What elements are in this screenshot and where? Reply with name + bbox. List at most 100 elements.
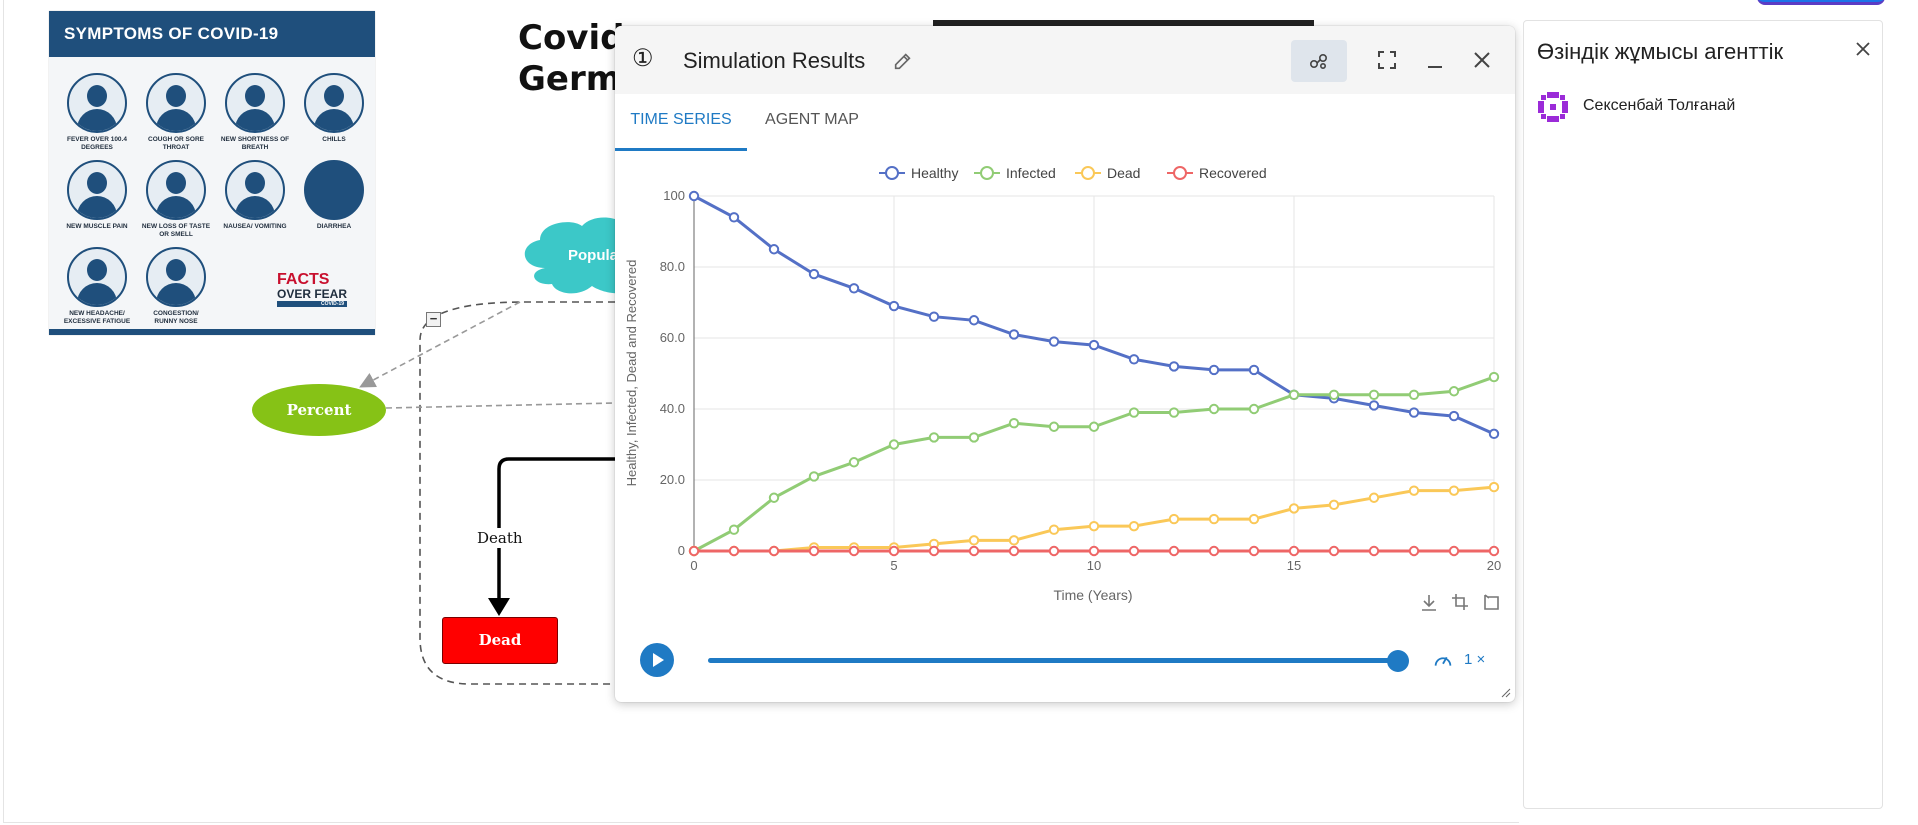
data-point-infected — [1248, 403, 1260, 415]
collapse-icon[interactable]: − — [426, 312, 441, 327]
death-flow-arrowhead — [488, 598, 510, 616]
symptom-label: FEVER OVER 100.4 DEGREES — [67, 136, 127, 151]
data-point-dead — [1408, 485, 1420, 496]
agent-side-panel: Өзіндік жұмысы агенттік Сексенбай Толған… — [1523, 20, 1883, 809]
symptom-label: NEW SHORTNESS OF BREATH — [220, 136, 290, 151]
chart-toolbox — [1422, 594, 1499, 611]
minimize-icon[interactable] — [1423, 48, 1447, 72]
share-nodes-icon — [1309, 54, 1328, 70]
data-point-healthy — [1208, 364, 1220, 376]
data-point-infected — [888, 439, 900, 450]
symptom-illustration-icon — [67, 73, 127, 133]
legend-item-recovered[interactable]: Recovered — [1167, 165, 1267, 181]
logo-over-fear: OVER FEAR — [277, 287, 348, 301]
symptom-label: NEW MUSCLE PAIN — [66, 223, 128, 230]
symptom-illustration-icon — [304, 73, 364, 133]
chart-x-tick-label: 15 — [1287, 558, 1301, 573]
model-canvas — [3, 0, 1519, 823]
legend-label-infected: Infected — [1006, 165, 1056, 181]
legend-label-healthy: Healthy — [911, 165, 958, 181]
data-point-healthy — [848, 283, 860, 294]
chart-legend[interactable]: Healthy Infected Dead Recovered — [879, 165, 1267, 181]
symptom-item: NEW MUSCLE PAIN — [62, 160, 132, 231]
zoom-crop-icon[interactable] — [1452, 594, 1468, 610]
symptom-label: NEW LOSS OF TASTE OR SMELL — [141, 223, 211, 238]
resize-handle-icon[interactable] — [1501, 688, 1511, 698]
data-point-healthy — [1368, 400, 1380, 411]
symptom-label: NEW HEADACHE/ EXCESSIVE FATIGUE — [63, 310, 131, 325]
top-action-button[interactable] — [1757, 0, 1885, 5]
play-button[interactable] — [640, 643, 674, 677]
legend-item-infected[interactable]: Infected — [974, 165, 1056, 181]
legend-item-healthy[interactable]: Healthy — [879, 165, 958, 181]
dead-stock-node[interactable]: Dead — [442, 617, 558, 664]
symptom-item: FEVER OVER 100.4 DEGREES — [62, 73, 132, 152]
data-point-recovered — [1408, 545, 1420, 557]
share-button[interactable] — [1291, 40, 1347, 82]
data-point-infected — [1128, 407, 1140, 418]
model-title-line-1: Covid — [518, 18, 625, 58]
symptom-item: NAUSEA/ VOMITING — [220, 160, 290, 231]
data-point-healthy — [688, 190, 700, 202]
symptom-label: CONGESTION/ RUNNY NOSE — [153, 310, 199, 325]
data-point-healthy — [1408, 407, 1420, 418]
fullscreen-icon[interactable] — [1375, 48, 1399, 72]
data-point-dead — [1208, 513, 1220, 525]
data-point-infected — [968, 432, 980, 443]
data-point-dead — [1328, 499, 1340, 511]
edit-pencil-icon[interactable] — [892, 50, 914, 72]
symptoms-poster-image[interactable]: SYMPTOMS OF COVID-19 FEVER OVER 100.4 DE… — [49, 11, 375, 335]
data-point-infected — [728, 524, 740, 535]
data-point-dead — [1248, 513, 1260, 525]
side-panel-close-icon[interactable] — [1851, 37, 1875, 61]
data-point-recovered — [1368, 545, 1380, 557]
population-to-percent-link — [359, 301, 521, 388]
data-point-infected — [928, 432, 940, 443]
time-series-chart[interactable]: 0 20.0 40.0 60.0 80.0 100 0 5 10 15 20 Healthy Infe… — [615, 26, 1515, 626]
data-point-healthy — [1168, 361, 1180, 372]
time-slider[interactable] — [708, 650, 1409, 672]
data-point-infected — [1368, 389, 1380, 400]
data-point-healthy — [768, 244, 780, 255]
symptom-label: DIARRHEA — [316, 223, 352, 230]
death-flow-label[interactable]: Death — [474, 528, 526, 548]
data-point-healthy — [728, 212, 740, 223]
symptom-item: CHILLS — [299, 73, 369, 144]
chart-y-tick-label: 40.0 — [660, 401, 685, 416]
chart-x-tick-label: 5 — [890, 558, 897, 573]
legend-item-dead[interactable]: Dead — [1075, 165, 1140, 181]
legend-marker-infected — [980, 166, 994, 180]
population-cloud[interactable] — [524, 217, 630, 294]
chart-y-tick-label: 80.0 — [660, 259, 685, 274]
speed-gauge-icon[interactable] — [1432, 650, 1454, 672]
chart-y-tick-label: 100 — [663, 188, 685, 203]
close-icon[interactable] — [1470, 48, 1494, 72]
data-point-recovered — [728, 545, 740, 557]
simulation-results-window: ① Simulation Results TIME SERIES AGENT M… — [615, 26, 1515, 702]
data-point-infected — [1328, 389, 1340, 400]
data-point-dead — [1448, 485, 1460, 496]
tab-agent-map[interactable]: AGENT MAP — [765, 111, 859, 128]
percent-infected-node[interactable]: Percent Infected — [252, 384, 386, 471]
data-point-healthy — [808, 268, 820, 280]
zoom-reset-icon[interactable] — [1484, 594, 1499, 610]
tab-time-series[interactable]: TIME SERIES — [615, 94, 747, 151]
time-slider-thumb[interactable] — [1387, 650, 1409, 672]
symptom-illustration-icon — [146, 247, 206, 307]
data-point-recovered — [848, 545, 860, 557]
download-icon[interactable] — [1422, 595, 1436, 611]
data-point-dead — [1128, 520, 1140, 532]
speed-label[interactable]: 1 × — [1464, 651, 1486, 668]
simulation-title: Simulation Results — [683, 48, 866, 73]
data-point-recovered — [1328, 545, 1340, 557]
symptom-illustration-icon — [225, 73, 285, 133]
symptom-illustration-icon — [225, 160, 285, 220]
data-point-recovered — [1248, 545, 1260, 557]
data-point-recovered — [1088, 545, 1100, 557]
simulation-window-header[interactable]: ① Simulation Results — [615, 26, 1515, 94]
data-point-recovered — [768, 545, 780, 557]
data-point-dead — [1168, 513, 1180, 525]
chart-x-axis-title: Time (Years) — [1053, 587, 1132, 603]
data-point-healthy — [968, 315, 980, 326]
